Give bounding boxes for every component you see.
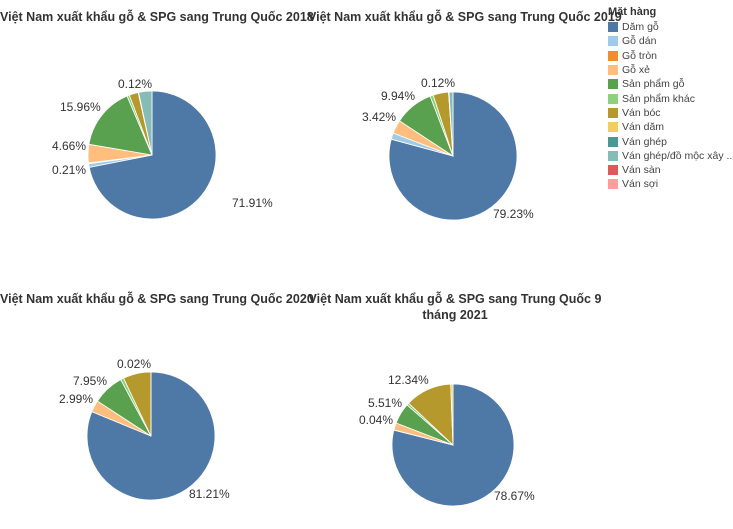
pie-data-label: 71.91% bbox=[232, 196, 273, 210]
legend-item[interactable]: Ván ghép bbox=[608, 134, 733, 148]
legend-swatch bbox=[608, 79, 618, 90]
legend-item[interactable]: Ván sợi bbox=[608, 177, 733, 191]
legend-label: Ván bóc bbox=[622, 106, 661, 119]
legend-swatch bbox=[608, 36, 618, 47]
pie-data-label: 0.21% bbox=[52, 163, 86, 177]
pie-data-label: 3.42% bbox=[362, 110, 396, 124]
legend-item[interactable]: Ván ghép/đồ mộc xây .. bbox=[608, 149, 733, 163]
pie-data-label: 0.02% bbox=[117, 357, 151, 371]
pie-data-label: 9.94% bbox=[381, 89, 415, 103]
pie-data-label: 12.34% bbox=[388, 373, 429, 387]
legend-title: Mặt hàng bbox=[608, 6, 657, 18]
legend-swatch bbox=[608, 165, 618, 176]
pie-slice[interactable] bbox=[450, 383, 454, 446]
legend-swatch bbox=[608, 107, 618, 118]
legend-item[interactable]: Ván bóc bbox=[608, 106, 733, 120]
legend-swatch bbox=[608, 93, 618, 104]
pie-data-label: 4.66% bbox=[52, 139, 86, 153]
legend-items: Dăm gỗ Gỗ dán Gỗ tròn Gỗ xẻ Sản phẩm gỗ Sản p… bbox=[608, 20, 733, 192]
pie-data-label: 81.21% bbox=[189, 487, 230, 501]
pie-data-label: 7.95% bbox=[73, 374, 107, 388]
legend-label: Dăm gỗ bbox=[622, 21, 659, 34]
legend-swatch bbox=[608, 150, 618, 161]
legend-label: Ván ghép/đồ mộc xây .. bbox=[622, 149, 733, 162]
pie-data-label: 79.23% bbox=[493, 207, 534, 221]
legend-item[interactable]: Gỗ tròn bbox=[608, 49, 733, 63]
chart-title-2021-text: Việt Nam xuất khẩu gỗ & SPG sang Trung Q… bbox=[308, 292, 602, 322]
chart-title-2019: Việt Nam xuất khẩu gỗ & SPG sang Trung Q… bbox=[308, 10, 622, 24]
legend-swatch bbox=[608, 50, 618, 61]
legend-swatch bbox=[608, 22, 618, 33]
legend-label: Gỗ dán bbox=[622, 35, 657, 48]
legend-label: Ván sàn bbox=[622, 164, 661, 177]
legend-item[interactable]: Dăm gỗ bbox=[608, 20, 733, 34]
legend-item[interactable]: Sản phẩm gỗ bbox=[608, 77, 733, 91]
pie-data-label: 0.12% bbox=[421, 76, 455, 90]
legend-label: Sản phẩm gỗ bbox=[622, 78, 685, 91]
legend-swatch bbox=[608, 122, 618, 133]
pie-data-label: 2.99% bbox=[59, 392, 93, 406]
pie-data-label: 5.51% bbox=[368, 396, 402, 410]
legend-item[interactable]: Gỗ xẻ bbox=[608, 63, 733, 77]
legend-label: Gỗ xẻ bbox=[622, 64, 651, 77]
legend: Mặt hàng Dăm gỗ Gỗ dán Gỗ tròn Gỗ xẻ Sản phẩ… bbox=[608, 6, 733, 192]
legend-label: Ván ghép bbox=[622, 135, 667, 148]
legend-swatch bbox=[608, 179, 618, 190]
legend-item[interactable]: Gỗ dán bbox=[608, 34, 733, 48]
chart-title-2021: Việt Nam xuất khẩu gỗ & SPG sang Trung Q… bbox=[300, 291, 610, 323]
pie-slice[interactable] bbox=[448, 91, 454, 157]
chart-title-2018: Việt Nam xuất khẩu gỗ & SPG sang Trung Q… bbox=[0, 10, 314, 24]
pie-slice[interactable] bbox=[138, 90, 153, 156]
legend-label: Sản phẩm khác bbox=[622, 92, 695, 105]
pie-slice[interactable] bbox=[88, 90, 217, 220]
legend-label: Ván dăm bbox=[622, 121, 665, 134]
legend-swatch bbox=[608, 136, 618, 147]
legend-item[interactable]: Ván sàn bbox=[608, 163, 733, 177]
pie-data-label: 0.12% bbox=[118, 77, 152, 91]
pie-data-label: 0.04% bbox=[359, 413, 393, 427]
legend-label: Ván sợi bbox=[622, 178, 659, 191]
legend-label: Gỗ tròn bbox=[622, 49, 658, 62]
legend-item[interactable]: Ván dăm bbox=[608, 120, 733, 134]
chart-title-2020: Việt Nam xuất khẩu gỗ & SPG sang Trung Q… bbox=[0, 292, 314, 306]
legend-item[interactable]: Sản phẩm khác bbox=[608, 91, 733, 105]
pie-data-label: 15.96% bbox=[60, 100, 101, 114]
legend-swatch bbox=[608, 65, 618, 76]
pie-data-label: 78.67% bbox=[494, 489, 535, 503]
pie-slice[interactable] bbox=[88, 95, 153, 156]
